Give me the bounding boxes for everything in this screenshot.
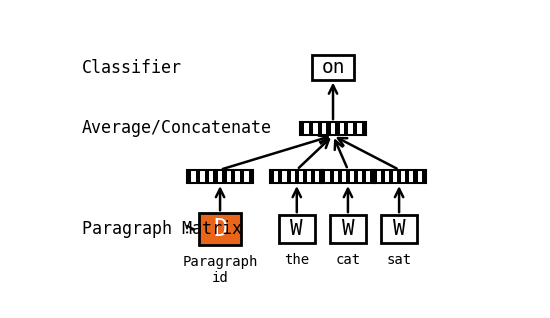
Bar: [249, 170, 253, 183]
Text: Average/Concatenate: Average/Concatenate: [81, 119, 272, 136]
Text: Paragraph Matrix: Paragraph Matrix: [81, 220, 241, 238]
Bar: [336, 122, 340, 135]
Bar: [311, 170, 315, 183]
Bar: [346, 170, 350, 183]
Bar: [338, 170, 342, 183]
Bar: [187, 170, 253, 183]
Bar: [270, 170, 323, 183]
Bar: [279, 215, 315, 243]
Bar: [344, 122, 349, 135]
Text: W: W: [290, 219, 303, 239]
Bar: [353, 122, 358, 135]
Bar: [199, 213, 241, 245]
Bar: [303, 170, 307, 183]
Text: D: D: [213, 217, 227, 241]
Bar: [213, 170, 218, 183]
Bar: [389, 170, 393, 183]
Text: sat: sat: [387, 253, 411, 267]
Bar: [320, 170, 323, 183]
Bar: [330, 215, 366, 243]
Bar: [381, 215, 417, 243]
Bar: [312, 55, 354, 80]
Bar: [205, 170, 209, 183]
Bar: [329, 170, 334, 183]
Bar: [309, 122, 313, 135]
Bar: [317, 122, 322, 135]
Bar: [278, 170, 283, 183]
Bar: [187, 170, 191, 183]
Bar: [354, 170, 358, 183]
Bar: [362, 122, 366, 135]
Bar: [397, 170, 401, 183]
Bar: [321, 170, 326, 183]
Text: the: the: [284, 253, 309, 267]
Text: W: W: [342, 219, 354, 239]
Bar: [362, 170, 366, 183]
Bar: [295, 170, 299, 183]
Bar: [326, 122, 331, 135]
Bar: [381, 170, 385, 183]
Bar: [196, 170, 200, 183]
Bar: [240, 170, 244, 183]
Text: W: W: [393, 219, 405, 239]
Text: Paragraph
id: Paragraph id: [183, 255, 258, 285]
Text: Classifier: Classifier: [81, 59, 182, 77]
Bar: [270, 170, 274, 183]
Bar: [231, 170, 235, 183]
Text: cat: cat: [336, 253, 360, 267]
Bar: [222, 170, 227, 183]
Bar: [405, 170, 409, 183]
Bar: [414, 170, 417, 183]
Bar: [371, 170, 375, 183]
Bar: [321, 170, 375, 183]
Bar: [372, 170, 377, 183]
Text: on: on: [321, 58, 345, 77]
Bar: [300, 122, 366, 135]
Bar: [287, 170, 290, 183]
Bar: [300, 122, 304, 135]
Bar: [422, 170, 426, 183]
Bar: [372, 170, 426, 183]
